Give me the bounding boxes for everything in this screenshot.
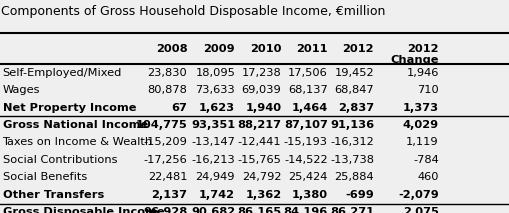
- Text: -16,312: -16,312: [330, 138, 374, 147]
- Text: Other Transfers: Other Transfers: [3, 190, 104, 200]
- Text: 90,682: 90,682: [191, 207, 235, 213]
- Text: Gross National Income: Gross National Income: [3, 120, 148, 130]
- Text: 17,238: 17,238: [242, 68, 281, 78]
- Text: -15,765: -15,765: [238, 155, 281, 165]
- Text: 86,271: 86,271: [330, 207, 374, 213]
- Text: 22,481: 22,481: [148, 173, 187, 182]
- Text: 710: 710: [417, 85, 439, 95]
- Text: Components of Gross Household Disposable Income, €million: Components of Gross Household Disposable…: [1, 5, 385, 18]
- Text: -16,213: -16,213: [191, 155, 235, 165]
- Text: 68,847: 68,847: [334, 85, 374, 95]
- Text: 1,362: 1,362: [245, 190, 281, 200]
- Text: 1,742: 1,742: [199, 190, 235, 200]
- Text: 460: 460: [417, 173, 439, 182]
- Text: 84,196: 84,196: [284, 207, 328, 213]
- Text: Social Contributions: Social Contributions: [3, 155, 117, 165]
- Text: Net Property Income: Net Property Income: [3, 103, 136, 112]
- Text: 1,623: 1,623: [199, 103, 235, 112]
- Text: Wages: Wages: [3, 85, 40, 95]
- Text: 2010: 2010: [250, 44, 281, 54]
- Text: 2,837: 2,837: [338, 103, 374, 112]
- Text: 104,775: 104,775: [135, 120, 187, 130]
- Text: 2009: 2009: [204, 44, 235, 54]
- Text: 88,217: 88,217: [238, 120, 281, 130]
- Text: -17,256: -17,256: [144, 155, 187, 165]
- Text: 1,464: 1,464: [292, 103, 328, 112]
- Text: -14,522: -14,522: [284, 155, 328, 165]
- Text: Social Benefits: Social Benefits: [3, 173, 87, 182]
- Text: 91,136: 91,136: [330, 120, 374, 130]
- Text: -13,147: -13,147: [191, 138, 235, 147]
- Text: 24,792: 24,792: [242, 173, 281, 182]
- Text: 2008: 2008: [156, 44, 187, 54]
- Text: 86,165: 86,165: [237, 207, 281, 213]
- Text: 25,424: 25,424: [289, 173, 328, 182]
- Text: 23,830: 23,830: [148, 68, 187, 78]
- Text: -2,079: -2,079: [398, 190, 439, 200]
- Text: 67: 67: [172, 103, 187, 112]
- Text: 1,946: 1,946: [406, 68, 439, 78]
- Text: 2012: 2012: [343, 44, 374, 54]
- Text: 1,940: 1,940: [245, 103, 281, 112]
- Text: 19,452: 19,452: [334, 68, 374, 78]
- Text: 24,949: 24,949: [195, 173, 235, 182]
- Text: 93,351: 93,351: [191, 120, 235, 130]
- Text: 4,029: 4,029: [403, 120, 439, 130]
- Text: Taxes on Income & Wealth: Taxes on Income & Wealth: [3, 138, 153, 147]
- Text: Self-Employed/Mixed: Self-Employed/Mixed: [3, 68, 122, 78]
- Text: 2,075: 2,075: [403, 207, 439, 213]
- Text: 96,928: 96,928: [143, 207, 187, 213]
- Text: 68,137: 68,137: [288, 85, 328, 95]
- Text: 2,137: 2,137: [151, 190, 187, 200]
- Text: 73,633: 73,633: [195, 85, 235, 95]
- Text: 1,119: 1,119: [406, 138, 439, 147]
- Text: 2011: 2011: [296, 44, 328, 54]
- Text: -15,209: -15,209: [144, 138, 187, 147]
- Text: -12,441: -12,441: [238, 138, 281, 147]
- Text: -784: -784: [413, 155, 439, 165]
- Text: -13,738: -13,738: [330, 155, 374, 165]
- Text: 1,373: 1,373: [403, 103, 439, 112]
- Text: 17,506: 17,506: [288, 68, 328, 78]
- Text: Gross Disposable Income: Gross Disposable Income: [3, 207, 164, 213]
- Text: 69,039: 69,039: [242, 85, 281, 95]
- Text: 87,107: 87,107: [284, 120, 328, 130]
- Text: 2012
Change: 2012 Change: [390, 44, 439, 65]
- Text: -699: -699: [346, 190, 374, 200]
- Text: 25,884: 25,884: [334, 173, 374, 182]
- Text: 1,380: 1,380: [292, 190, 328, 200]
- Text: 18,095: 18,095: [195, 68, 235, 78]
- Text: 80,878: 80,878: [148, 85, 187, 95]
- Text: -15,193: -15,193: [284, 138, 328, 147]
